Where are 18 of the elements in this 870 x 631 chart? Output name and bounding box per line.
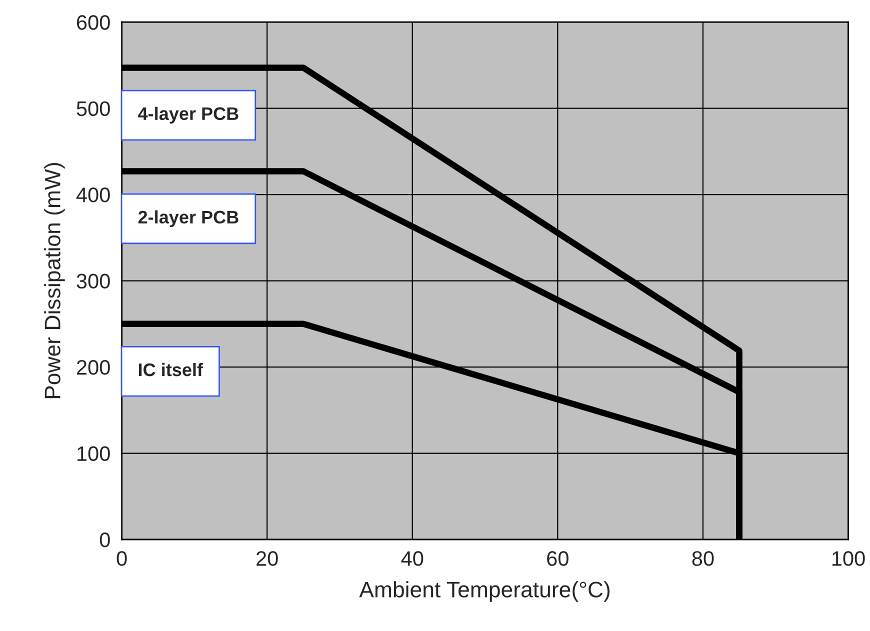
y-axis-title: Power Dissipation (mW) bbox=[44, 163, 65, 398]
x-tick-label: 20 bbox=[256, 551, 278, 566]
x-tick-label: 40 bbox=[401, 551, 424, 566]
y-tick-label: 500 bbox=[76, 101, 110, 116]
x-tick-label: 60 bbox=[547, 551, 568, 566]
y-tick-label: 200 bbox=[76, 360, 110, 375]
x-axis-title: Ambient Temperature(°C) bbox=[359, 581, 610, 602]
text: 2-layer PCB bbox=[138, 210, 238, 228]
x-tick-label: 0 bbox=[116, 551, 127, 566]
x-tick-label: 80 bbox=[692, 551, 714, 566]
y-tick-label: 400 bbox=[76, 188, 110, 202]
x-tick-label: 100 bbox=[832, 551, 865, 566]
text: 4-layer PCB bbox=[138, 106, 238, 124]
y-tick-label: 100 bbox=[78, 446, 110, 462]
y-tick-label: 300 bbox=[76, 274, 110, 289]
y-tick-label: 600 bbox=[76, 15, 110, 30]
text: IC itself bbox=[138, 362, 204, 376]
y-tick-label: 0 bbox=[100, 532, 110, 548]
